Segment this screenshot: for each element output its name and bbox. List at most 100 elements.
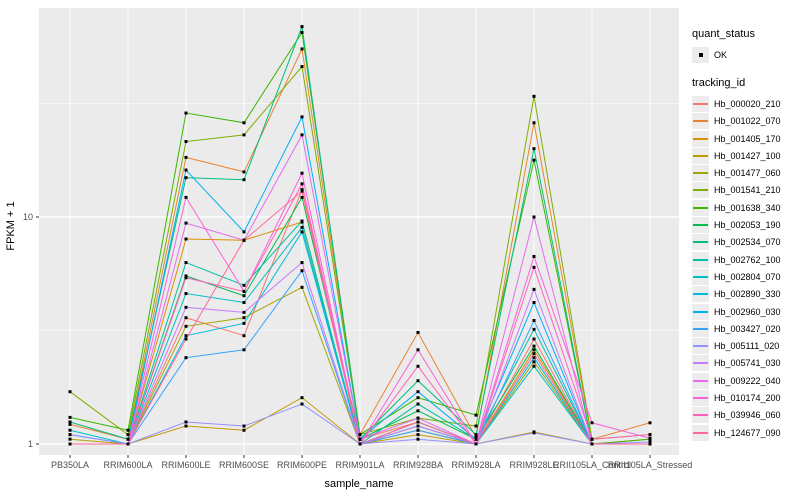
data-point xyxy=(68,433,72,437)
legend-item-Hb_010174_200: Hb_010174_200 xyxy=(692,389,798,406)
data-point xyxy=(416,416,420,420)
legend-item-Hb_124677_090: Hb_124677_090 xyxy=(692,424,798,441)
legend-key-box xyxy=(692,147,709,164)
data-point xyxy=(300,225,304,229)
data-point xyxy=(242,424,246,428)
data-point xyxy=(474,442,478,446)
legend-item-ok: OK xyxy=(692,46,798,63)
data-point xyxy=(416,433,420,437)
legend-key-box xyxy=(692,320,709,337)
data-point xyxy=(300,188,304,192)
data-point xyxy=(416,348,420,352)
legend-item-label: Hb_001022_070 xyxy=(714,116,781,127)
data-point xyxy=(184,337,188,341)
legend-title-tracking-id: tracking_id xyxy=(692,77,746,90)
legend-item-Hb_002534_070: Hb_002534_070 xyxy=(692,234,798,251)
data-point xyxy=(358,442,362,446)
data-point xyxy=(68,390,72,394)
data-point xyxy=(474,413,478,417)
legend-key-box xyxy=(692,407,709,424)
data-point xyxy=(242,334,246,338)
series-color-line-icon xyxy=(693,137,708,140)
data-point xyxy=(532,158,536,162)
legend-item-label: Hb_001541_210 xyxy=(714,185,781,196)
legend-item-Hb_005111_020: Hb_005111_020 xyxy=(692,337,798,355)
series-color-line-icon xyxy=(693,172,708,175)
data-point xyxy=(68,428,72,432)
data-point xyxy=(532,265,536,269)
x-tick-label: RRIM600LE xyxy=(161,460,210,470)
legend-item-label: Hb_002053_190 xyxy=(714,220,781,231)
y-tick-label: 10 xyxy=(23,212,33,222)
legend-tracking-list: Hb_000020_210 Hb_001022_070 Hb_001405_170 H… xyxy=(692,95,798,441)
legend-key-box xyxy=(692,234,709,251)
legend-item-label: Hb_001405_170 xyxy=(714,133,781,144)
legend-key-box xyxy=(692,338,709,355)
legend-item-label: Hb_000020_210 xyxy=(714,98,781,109)
data-point xyxy=(532,301,536,305)
legend-item-Hb_039946_060: Hb_039946_060 xyxy=(692,407,798,424)
data-point xyxy=(300,189,304,193)
legend-key-box xyxy=(692,46,709,63)
data-point xyxy=(474,437,478,441)
data-point xyxy=(648,440,652,444)
data-point xyxy=(184,155,188,159)
data-point xyxy=(648,436,652,440)
data-point xyxy=(532,215,536,219)
legend-key-box xyxy=(692,251,709,268)
series-color-line-icon xyxy=(693,154,708,157)
data-point xyxy=(184,140,188,144)
legend-item-label: Hb_003427_020 xyxy=(714,323,781,334)
x-tick-label: RRII105LA_Control xyxy=(553,460,631,470)
data-point xyxy=(184,356,188,360)
data-point xyxy=(242,283,246,287)
legend-item-Hb_001427_100: Hb_001427_100 xyxy=(692,147,798,164)
data-point xyxy=(242,428,246,432)
series-color-line-icon xyxy=(693,345,708,348)
data-point xyxy=(242,348,246,352)
x-tick-label: RRIM600PE xyxy=(277,460,327,470)
data-point xyxy=(300,182,304,186)
data-point xyxy=(300,230,304,234)
series-color-line-icon xyxy=(693,120,708,123)
data-point xyxy=(126,433,130,437)
series-color-line-icon xyxy=(693,293,708,296)
data-point xyxy=(416,364,420,368)
data-point xyxy=(416,409,420,413)
legend-key-box xyxy=(692,199,709,216)
data-point xyxy=(184,334,188,338)
legend-item-label: Hb_001477_060 xyxy=(714,168,781,179)
data-point xyxy=(242,178,246,182)
data-point xyxy=(532,344,536,348)
data-point xyxy=(184,221,188,225)
legend-title-quant-status: quant_status xyxy=(692,28,755,40)
data-point xyxy=(68,415,72,419)
data-point xyxy=(242,238,246,242)
data-point xyxy=(358,437,362,441)
legend-key-box xyxy=(692,303,709,320)
legend-item-label: Hb_001638_340 xyxy=(714,202,781,213)
legend-item-label: Hb_124677_090 xyxy=(714,427,781,438)
series-color-line-icon xyxy=(693,431,708,434)
legend-key-box xyxy=(692,355,709,372)
data-point xyxy=(184,111,188,115)
data-point xyxy=(184,168,188,172)
data-point xyxy=(416,402,420,406)
series-color-line-icon xyxy=(693,396,708,399)
legend-item-Hb_001477_060: Hb_001477_060 xyxy=(692,164,798,182)
data-point xyxy=(532,364,536,368)
legend-item-Hb_001405_170: Hb_001405_170 xyxy=(692,130,798,147)
legend-item-Hb_009222_040: Hb_009222_040 xyxy=(692,372,798,389)
legend-item-Hb_001022_070: Hb_001022_070 xyxy=(692,113,798,130)
data-point xyxy=(300,195,304,199)
legend-item-label: Hb_002534_070 xyxy=(714,237,781,248)
data-point xyxy=(242,310,246,314)
data-point xyxy=(184,420,188,424)
legend-key-box xyxy=(692,268,709,285)
data-point xyxy=(532,431,536,435)
data-point xyxy=(126,442,130,446)
legend-item-Hb_005741_030: Hb_005741_030 xyxy=(692,355,798,372)
data-point xyxy=(184,324,188,328)
data-point xyxy=(300,219,304,223)
